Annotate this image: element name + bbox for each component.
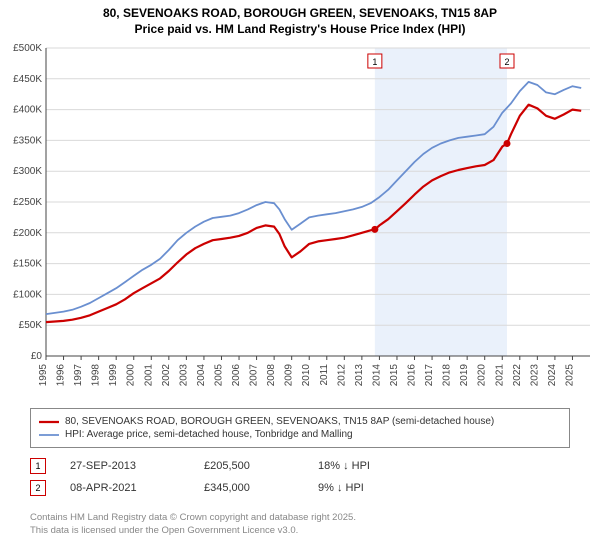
svg-text:2025: 2025: [564, 364, 575, 387]
svg-text:2009: 2009: [284, 364, 295, 387]
marker-row: 1 27-SEP-2013 £205,500 18% ↓ HPI: [30, 455, 570, 477]
svg-text:2006: 2006: [231, 364, 242, 387]
marker-delta: 18% ↓ HPI: [318, 460, 408, 472]
svg-text:2019: 2019: [459, 364, 470, 387]
svg-text:2008: 2008: [266, 364, 277, 387]
svg-text:1999: 1999: [108, 364, 119, 387]
svg-text:£50K: £50K: [19, 320, 43, 331]
marker-table: 1 27-SEP-2013 £205,500 18% ↓ HPI 2 08-APR-202…: [30, 455, 570, 499]
svg-text:2015: 2015: [389, 364, 400, 387]
svg-text:2017: 2017: [424, 364, 435, 387]
svg-text:1997: 1997: [73, 364, 84, 387]
chart-title: 80, SEVENOAKS ROAD, BOROUGH GREEN, SEVEN…: [0, 0, 600, 37]
svg-text:2014: 2014: [371, 364, 382, 387]
svg-text:1998: 1998: [91, 364, 102, 387]
marker-row: 2 08-APR-2021 £345,000 9% ↓ HPI: [30, 477, 570, 499]
marker-date: 27-SEP-2013: [70, 460, 180, 472]
marker-badge: 2: [30, 480, 46, 496]
marker-price: £345,000: [204, 482, 294, 494]
svg-text:2: 2: [504, 57, 509, 67]
svg-text:2002: 2002: [161, 364, 172, 387]
legend-item: HPI: Average price, semi-detached house,…: [39, 428, 561, 441]
credits-line-1: Contains HM Land Registry data © Crown c…: [30, 512, 570, 525]
svg-text:2016: 2016: [407, 364, 418, 387]
legend-label: HPI: Average price, semi-detached house,…: [65, 429, 353, 440]
svg-text:2005: 2005: [213, 364, 224, 387]
svg-text:2023: 2023: [529, 364, 540, 387]
svg-text:2012: 2012: [336, 364, 347, 387]
svg-text:2022: 2022: [512, 364, 523, 387]
svg-text:2013: 2013: [354, 364, 365, 387]
svg-text:2003: 2003: [178, 364, 189, 387]
svg-text:2007: 2007: [249, 364, 260, 387]
svg-text:2000: 2000: [126, 364, 137, 387]
credits: Contains HM Land Registry data © Crown c…: [30, 512, 570, 538]
legend-item: 80, SEVENOAKS ROAD, BOROUGH GREEN, SEVEN…: [39, 415, 561, 428]
legend: 80, SEVENOAKS ROAD, BOROUGH GREEN, SEVEN…: [30, 408, 570, 448]
svg-text:1: 1: [372, 57, 377, 67]
price-chart: £0 £50K £100K £150K £200K £250K £300K £350K £400…: [0, 42, 600, 402]
marker-delta: 9% ↓ HPI: [318, 482, 408, 494]
svg-text:£500K: £500K: [13, 43, 42, 54]
svg-text:£250K: £250K: [13, 197, 42, 208]
svg-text:2020: 2020: [477, 364, 488, 387]
marker-badge: 1: [30, 458, 46, 474]
svg-text:2004: 2004: [196, 364, 207, 387]
svg-text:2010: 2010: [301, 364, 312, 387]
svg-text:2024: 2024: [547, 364, 558, 387]
svg-text:1995: 1995: [38, 364, 49, 387]
svg-text:£300K: £300K: [13, 166, 42, 177]
svg-text:2018: 2018: [442, 364, 453, 387]
title-line-2: Price paid vs. HM Land Registry's House …: [0, 22, 600, 38]
svg-text:£100K: £100K: [13, 289, 42, 300]
title-line-1: 80, SEVENOAKS ROAD, BOROUGH GREEN, SEVEN…: [0, 6, 600, 22]
marker-date: 08-APR-2021: [70, 482, 180, 494]
svg-text:1996: 1996: [56, 364, 67, 387]
svg-text:£0: £0: [31, 351, 43, 362]
credits-line-2: This data is licensed under the Open Gov…: [30, 525, 570, 538]
marker-price: £205,500: [204, 460, 294, 472]
svg-text:£200K: £200K: [13, 228, 42, 239]
svg-text:2001: 2001: [143, 364, 154, 387]
svg-text:£350K: £350K: [13, 135, 42, 146]
svg-text:£400K: £400K: [13, 105, 42, 116]
svg-text:£150K: £150K: [13, 259, 42, 270]
svg-text:2021: 2021: [494, 364, 505, 387]
svg-text:2011: 2011: [319, 364, 330, 386]
legend-label: 80, SEVENOAKS ROAD, BOROUGH GREEN, SEVEN…: [65, 416, 494, 427]
svg-text:£450K: £450K: [13, 74, 42, 85]
